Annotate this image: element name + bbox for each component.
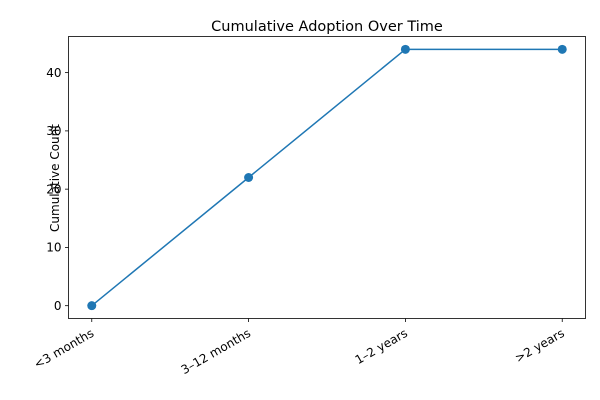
y-tick-label: 20 [46, 182, 61, 196]
x-tick-label: <3 months [31, 326, 96, 371]
x-tick-label: >2 years [513, 326, 567, 365]
plot-frame [68, 36, 586, 319]
data-point [557, 44, 567, 54]
data-point [244, 173, 254, 182]
y-tick-label: 30 [46, 124, 61, 138]
data-point [87, 301, 97, 311]
series-line [91, 48, 563, 307]
y-tick-label: 10 [46, 241, 61, 255]
x-tick-label: 1–2 years [353, 326, 410, 367]
plot-area: 0 10 20 30 40 <3 months 3–12 months 1–2 years >2… [31, 44, 567, 377]
y-tick-label: 40 [46, 66, 61, 80]
y-axis-label: Cumulative Count [48, 124, 62, 232]
chart-title: Cumulative Adoption Over Time [211, 19, 443, 35]
data-point [400, 44, 410, 54]
y-tick-label: 0 [54, 299, 62, 313]
x-tick-label: 3–12 months [179, 326, 253, 377]
